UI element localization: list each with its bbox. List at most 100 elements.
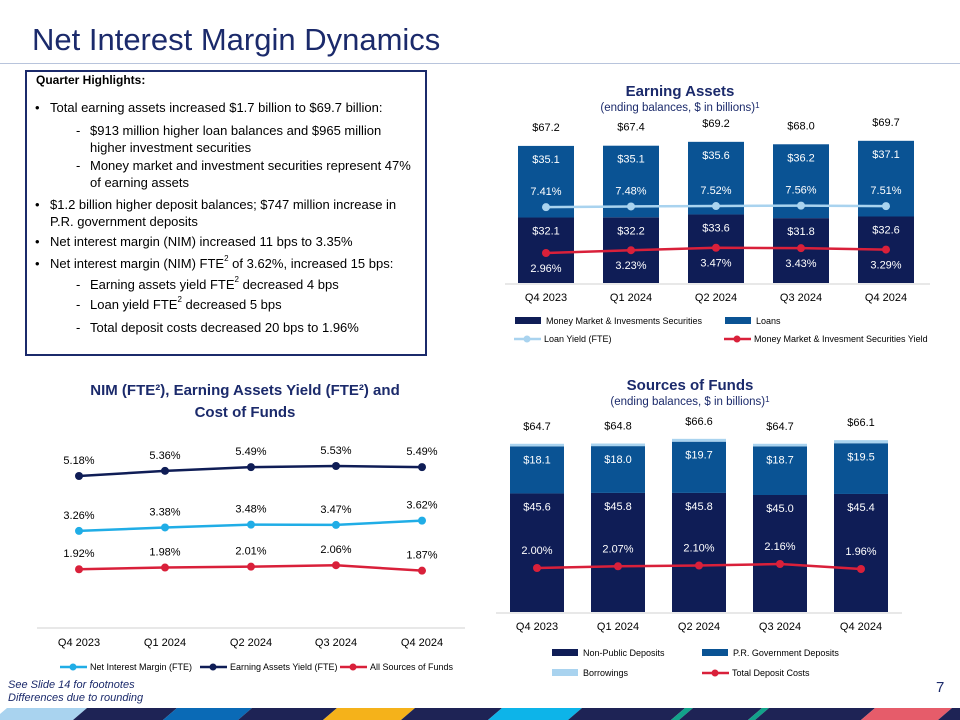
title-divider (0, 63, 960, 64)
mm-yield-point (712, 243, 720, 252)
non-public-label: $45.4 (847, 502, 875, 514)
pr-government-label: $18.1 (523, 454, 551, 466)
footer-stripe-segment (73, 708, 177, 720)
legend-cost-marker (349, 663, 357, 671)
loans-label: $35.6 (702, 150, 730, 162)
highlight-text: Money market and investment securities r… (90, 158, 411, 190)
category-label: Q1 2024 (610, 292, 652, 304)
bar-pr-government (834, 443, 888, 494)
legend-deposit-cost-marker (711, 669, 719, 677)
footnote-ref: 2 (234, 275, 239, 284)
dash-icon: - (76, 123, 81, 138)
total-label: $67.4 (617, 122, 645, 134)
legend-money-market-swatch (515, 317, 541, 324)
highlight-item: - Loan yield FTE2 decreased 5 bps (76, 295, 420, 313)
bar-non-public (510, 493, 564, 612)
loans-label: $36.2 (787, 152, 815, 164)
pr-government-label: $18.0 (604, 454, 632, 466)
total-label: $66.6 (685, 416, 713, 428)
nim-label: 3.62% (406, 500, 437, 512)
deposit-cost-point (695, 561, 703, 570)
legend-money-market-label: Money Market & Invesments Securities (546, 316, 703, 326)
footnote-ref: 2 (224, 254, 229, 263)
loan-yield-label: 7.56% (785, 185, 816, 197)
total-label: $64.7 (766, 421, 794, 433)
deposit-cost-label: 2.00% (521, 545, 552, 557)
footnote-ref: 2 (177, 295, 182, 304)
legend-pr-government-label: P.R. Government Deposits (733, 648, 839, 658)
cost-point (161, 563, 169, 572)
legend-deposit-cost-label: Total Deposit Costs (732, 668, 810, 678)
deposit-cost-point (857, 565, 865, 573)
sources-subtitle: (ending balances, $ in billions)1 (570, 395, 810, 409)
cost-label: 1.98% (149, 547, 180, 559)
mm-yield-point (542, 249, 550, 257)
bar-borrowings (834, 440, 888, 444)
legend-loans-label: Loans (756, 316, 781, 326)
legend-mm-yield-label: Money Market & Invesment Securities Yiel… (754, 334, 928, 344)
category-label: Q2 2024 (695, 292, 737, 304)
category-label: Q4 2024 (865, 292, 907, 304)
mm-yield-point (797, 244, 805, 253)
mm-yield-point (627, 246, 635, 255)
bullet-icon: • (35, 197, 40, 212)
eay-label: 5.53% (320, 445, 351, 457)
category-label: Q2 2024 (230, 637, 272, 649)
footer-stripe-segment (755, 708, 875, 720)
non-public-label: $45.8 (604, 501, 632, 513)
highlight-item: - Total deposit costs decreased 20 bps to… (76, 319, 420, 336)
nim-label: 3.48% (235, 504, 266, 516)
nim-title: NIM (FTE²), Earning Assets Yield (FTE²) … (60, 380, 430, 424)
legend-mm-yield-marker (733, 335, 741, 343)
bar-borrowings (591, 443, 645, 447)
total-label: $66.1 (847, 417, 875, 429)
highlight-text: decreased 5 bps (181, 297, 282, 312)
total-label: $67.2 (532, 122, 560, 134)
cost-label: 1.92% (63, 548, 94, 560)
footer-stripe-segment (238, 708, 337, 720)
earning-assets-subtitle: (ending balances, $ in billions)1 (560, 102, 800, 115)
highlight-text: $1.2 billion higher deposit balances; $7… (50, 197, 397, 229)
money-market-label: $32.2 (617, 225, 645, 237)
loan-yield-label: 7.48% (615, 185, 646, 197)
non-public-label: $45.0 (766, 503, 794, 515)
footer-stripe-segment (861, 708, 952, 720)
highlight-text: Total deposit costs decreased 20 bps to … (90, 320, 359, 335)
highlight-text: Net interest margin (NIM) increased 11 b… (50, 234, 353, 249)
highlight-item: • Net interest margin (NIM) increased 11 … (35, 233, 420, 250)
loan-yield-point (882, 202, 890, 211)
footer-stripe-segment (671, 708, 693, 720)
nim-point (332, 520, 340, 529)
bar-pr-government (672, 441, 726, 493)
bullet-icon: • (35, 234, 40, 249)
eay-point (247, 463, 255, 472)
total-label: $68.0 (787, 120, 815, 132)
total-label: $69.2 (702, 118, 730, 130)
deposit-cost-label: 2.10% (683, 543, 714, 555)
loans-label: $35.1 (617, 154, 645, 166)
nim-label: 3.26% (63, 510, 94, 522)
money-market-label: $32.1 (532, 226, 560, 238)
footer-stripe-segment (401, 708, 502, 720)
bar-pr-government (753, 446, 807, 495)
bar-non-public (591, 492, 645, 612)
page-title: Net Interest Margin Dynamics (32, 22, 441, 57)
bar-borrowings (753, 443, 807, 447)
nim-title-line2: Cost of Funds (194, 404, 296, 421)
loan-yield-point (542, 203, 550, 212)
category-label: Q1 2024 (597, 621, 639, 633)
non-public-label: $45.8 (685, 501, 713, 513)
cost-label: 1.87% (406, 550, 437, 562)
cost-point (247, 562, 255, 571)
footnote-ref: 1 (765, 395, 770, 404)
loan-yield-label: 7.52% (700, 185, 731, 197)
eay-label: 5.18% (63, 455, 94, 467)
legend-non-public-swatch (552, 649, 578, 656)
category-label: Q2 2024 (678, 621, 720, 633)
loan-yield-point (712, 202, 720, 211)
highlight-text: Total earning assets increased $1.7 bill… (50, 100, 383, 115)
highlight-item: • Net interest margin (NIM) FTE2 of 3.62%… (35, 254, 420, 272)
bar-non-public (753, 495, 807, 612)
page-number: 7 (936, 679, 945, 696)
